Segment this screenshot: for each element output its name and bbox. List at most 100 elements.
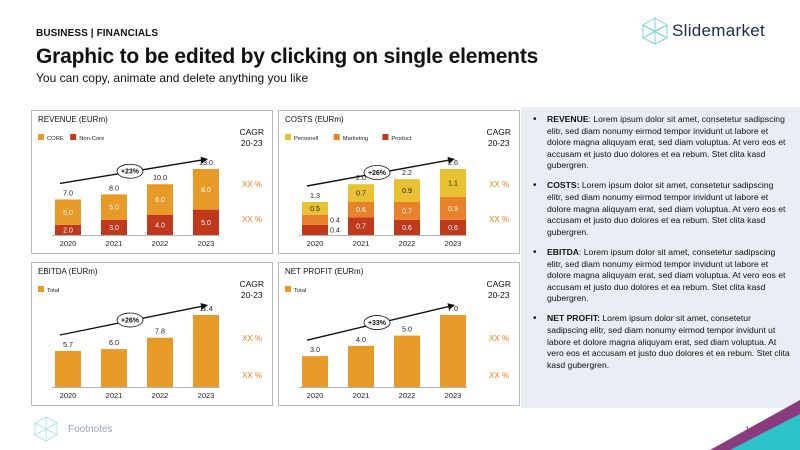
- segment-value-label: 0.6: [402, 225, 412, 232]
- bullet-net-profit: NET PROFIT: Lorem ipsum dolor sit amet, …: [533, 313, 790, 371]
- bar-segment: [348, 217, 374, 235]
- x-tick-label: 2020: [60, 391, 77, 400]
- legend-label: CORE: [47, 136, 64, 142]
- legend-swatch: [70, 134, 77, 140]
- cagr-period: 20-23: [487, 138, 510, 148]
- revenue-chart: CORE Non-Core 2.0 5.0 7.0 2020 3.0 5.0 8.0 2021 4.…: [38, 134, 220, 248]
- chart-title: EBITDA (EURm): [38, 267, 98, 276]
- segment-value-label: 4.0: [155, 222, 165, 229]
- legend-swatch: [333, 134, 340, 140]
- bar-segment: [440, 169, 466, 197]
- total-value-label: 7.0: [63, 188, 73, 197]
- bar-segment: [147, 337, 173, 387]
- segment-value-label: 2.0: [63, 228, 73, 235]
- total-value-label: 1.3: [310, 191, 320, 200]
- segment-value-label: 0.5: [310, 206, 320, 213]
- legend-label: Product: [391, 136, 411, 142]
- growth-arrow-head: [200, 156, 208, 164]
- segment-value-label: 1.1: [448, 181, 458, 188]
- cagr-value-2: XX %: [488, 215, 509, 224]
- x-tick-label: 2023: [198, 391, 215, 400]
- bar-segment: [440, 196, 466, 220]
- total-value-label: 2.2: [402, 168, 412, 177]
- costs-chart: Personell Marketing Product 0.4 0.4 0.5 1.3 202…: [285, 134, 467, 248]
- cagr-value-2: XX %: [488, 371, 509, 380]
- corner-decoration: [710, 400, 800, 450]
- bar-segment: [394, 202, 420, 220]
- network-logo-icon: [642, 17, 668, 45]
- total-value-label: 7.8: [155, 327, 165, 336]
- total-value-label: 7.0: [448, 304, 458, 313]
- cagr-label: CAGR: [486, 127, 511, 137]
- legend-swatch: [38, 134, 44, 140]
- revenue-panel: REVENUE (EURm) CAGR 20-23 XX % XX % CORE N…: [31, 110, 273, 254]
- bullet-revenue: REVENUE: Lorem ipsum dolor sit amet, con…: [533, 114, 790, 172]
- total-value-label: 3.0: [310, 345, 320, 354]
- bar-segment: [394, 335, 420, 387]
- cagr-header: CAGR 20-23: [239, 279, 264, 301]
- bar-segment: [147, 184, 173, 215]
- growth-badge: [363, 315, 391, 330]
- cagr-value-1: XX %: [241, 334, 262, 343]
- cagr-value-1: XX %: [241, 180, 262, 189]
- x-tick-label: 2022: [399, 239, 416, 248]
- segment-value-label: 0.6: [448, 225, 458, 232]
- bullet-costs: COSTS: Lorem ipsum dolor sit amet, conse…: [533, 180, 790, 238]
- bar-segment: [348, 345, 374, 387]
- growth-badge-label: +26%: [121, 318, 140, 325]
- bullet-label: NET PROFIT:: [547, 313, 600, 324]
- legend-label: Personell: [294, 136, 318, 142]
- bullet-text: Lorem ipsum dolor sit amet, consetetur s…: [547, 180, 786, 237]
- segment-value-label: 3.0: [109, 225, 119, 232]
- legend-label: Total: [47, 288, 59, 294]
- bar-segment: [147, 214, 173, 235]
- legend-swatch: [38, 286, 44, 292]
- segment-value-label: 8.0: [201, 187, 211, 194]
- bullet-panel: REVENUE: Lorem ipsum dolor sit amet, con…: [521, 107, 800, 408]
- bar-segment: [55, 224, 81, 235]
- bar-segment: [302, 214, 328, 225]
- total-value-label: 2.6: [448, 158, 458, 167]
- costs-panel: COSTS (EURm) CAGR 20-23 XX % XX % Persone…: [278, 110, 520, 254]
- ebitda-panel: EBITDA (EURm) CAGR 20-23 XX % XX % Total 5…: [31, 262, 273, 406]
- x-tick-label: 2021: [106, 391, 123, 400]
- cagr-period: 20-23: [240, 290, 263, 300]
- network-footer-icon: [34, 416, 58, 442]
- segment-value-label: 0.7: [356, 224, 366, 231]
- total-value-label: 11.4: [199, 304, 212, 313]
- segment-value-label: 5.0: [63, 210, 73, 217]
- cagr-period: 20-23: [240, 138, 263, 148]
- cagr-label: CAGR: [239, 127, 264, 137]
- cagr-period: 20-23: [487, 290, 510, 300]
- total-value-label: 5.7: [63, 340, 73, 349]
- bullet-label: EBITDA: [547, 246, 579, 257]
- growth-badge-label: +33%: [368, 320, 387, 327]
- total-value-label: 4.0: [356, 335, 366, 344]
- x-tick-label: 2023: [445, 239, 462, 248]
- growth-badge-label: +23%: [121, 169, 140, 176]
- bullet-label: REVENUE: [547, 114, 589, 124]
- segment-value-label: 0.4: [330, 217, 340, 224]
- ebitda-chart: Total 5.7 2020 6.0 2021 7.8 2022 11.4 2023 +26%: [38, 286, 220, 400]
- cagr-header: CAGR 20-23: [239, 127, 264, 149]
- segment-value-label: 0.9: [402, 188, 412, 195]
- legend-label: Marketing: [343, 136, 368, 142]
- bar-segment: [101, 194, 127, 220]
- growth-badge: [363, 165, 391, 180]
- bar-segment: [55, 351, 81, 387]
- segment-value-label: 6.0: [155, 197, 165, 204]
- growth-badge-label: +26%: [368, 170, 387, 177]
- segment-value-label: 0.7: [356, 191, 366, 198]
- cagr-value-2: XX %: [241, 215, 262, 224]
- bullet-label: COSTS:: [547, 180, 580, 191]
- bar-segment: [101, 219, 127, 235]
- bar-segment: [101, 349, 127, 387]
- bar-segment: [440, 219, 466, 235]
- cagr-value-1: XX %: [488, 180, 509, 189]
- brand-logo: Slidemarket: [640, 16, 770, 46]
- x-tick-label: 2020: [307, 239, 324, 248]
- legend-label: Total: [294, 288, 306, 294]
- cagr-label: CAGR: [486, 279, 511, 289]
- growth-badge: [116, 312, 144, 328]
- x-tick-label: 2023: [198, 239, 215, 248]
